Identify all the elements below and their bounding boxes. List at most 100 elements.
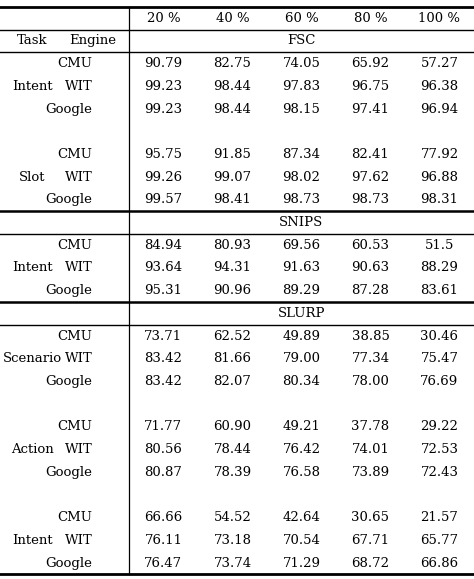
Text: 76.58: 76.58 xyxy=(283,466,320,479)
Text: CMU: CMU xyxy=(57,511,92,524)
Text: SNIPS: SNIPS xyxy=(279,216,324,229)
Text: 76.47: 76.47 xyxy=(145,556,182,570)
Text: 78.44: 78.44 xyxy=(213,443,251,456)
Text: 97.83: 97.83 xyxy=(283,80,320,93)
Text: WIT: WIT xyxy=(64,80,92,93)
Text: 42.64: 42.64 xyxy=(283,511,320,524)
Text: Intent: Intent xyxy=(12,534,53,547)
Text: 82.41: 82.41 xyxy=(352,148,389,161)
Text: 21.57: 21.57 xyxy=(420,511,458,524)
Text: 89.29: 89.29 xyxy=(283,284,320,297)
Text: SLURP: SLURP xyxy=(278,307,325,320)
Text: 96.38: 96.38 xyxy=(420,80,458,93)
Text: 95.31: 95.31 xyxy=(145,284,182,297)
Text: 71.29: 71.29 xyxy=(283,556,320,570)
Text: 98.73: 98.73 xyxy=(351,193,390,206)
Text: 30.46: 30.46 xyxy=(420,329,458,343)
Text: CMU: CMU xyxy=(57,420,92,433)
Text: 90.79: 90.79 xyxy=(145,57,182,70)
Text: 80.87: 80.87 xyxy=(145,466,182,479)
Text: 78.00: 78.00 xyxy=(352,375,390,388)
Text: 80 %: 80 % xyxy=(354,12,387,25)
Text: 83.42: 83.42 xyxy=(145,375,182,388)
Text: 65.77: 65.77 xyxy=(420,534,458,547)
Text: 99.23: 99.23 xyxy=(145,102,182,116)
Text: 76.11: 76.11 xyxy=(145,534,182,547)
Text: 84.94: 84.94 xyxy=(145,239,182,252)
Text: Google: Google xyxy=(46,556,92,570)
Text: 80.93: 80.93 xyxy=(213,239,251,252)
Text: 51.5: 51.5 xyxy=(425,239,454,252)
Text: WIT: WIT xyxy=(64,534,92,547)
Text: 49.89: 49.89 xyxy=(283,329,320,343)
Text: 75.47: 75.47 xyxy=(420,352,458,365)
Text: 70.54: 70.54 xyxy=(283,534,320,547)
Text: Google: Google xyxy=(46,284,92,297)
Text: 20 %: 20 % xyxy=(146,12,180,25)
Text: 99.57: 99.57 xyxy=(145,193,182,206)
Text: 88.29: 88.29 xyxy=(420,262,458,274)
Text: Engine: Engine xyxy=(69,35,116,47)
Text: 98.73: 98.73 xyxy=(283,193,320,206)
Text: 96.88: 96.88 xyxy=(420,171,458,184)
Text: 98.44: 98.44 xyxy=(213,80,251,93)
Text: Google: Google xyxy=(46,375,92,388)
Text: 67.71: 67.71 xyxy=(351,534,390,547)
Text: Slot: Slot xyxy=(19,171,46,184)
Text: 100 %: 100 % xyxy=(419,12,461,25)
Text: 73.18: 73.18 xyxy=(213,534,251,547)
Text: 90.63: 90.63 xyxy=(351,262,390,274)
Text: 66.86: 66.86 xyxy=(420,556,458,570)
Text: 98.44: 98.44 xyxy=(213,102,251,116)
Text: 81.66: 81.66 xyxy=(213,352,251,365)
Text: WIT: WIT xyxy=(64,262,92,274)
Text: 96.94: 96.94 xyxy=(420,102,458,116)
Text: 73.89: 73.89 xyxy=(351,466,390,479)
Text: 78.39: 78.39 xyxy=(213,466,252,479)
Text: 60.90: 60.90 xyxy=(213,420,251,433)
Text: 29.22: 29.22 xyxy=(420,420,458,433)
Text: 99.26: 99.26 xyxy=(145,171,182,184)
Text: 93.64: 93.64 xyxy=(145,262,182,274)
Text: 71.77: 71.77 xyxy=(145,420,182,433)
Text: 99.23: 99.23 xyxy=(145,80,182,93)
Text: 65.92: 65.92 xyxy=(352,57,390,70)
Text: Google: Google xyxy=(46,102,92,116)
Text: CMU: CMU xyxy=(57,148,92,161)
Text: 83.61: 83.61 xyxy=(420,284,458,297)
Text: CMU: CMU xyxy=(57,329,92,343)
Text: Google: Google xyxy=(46,193,92,206)
Text: 95.75: 95.75 xyxy=(145,148,182,161)
Text: 60 %: 60 % xyxy=(284,12,319,25)
Text: Action: Action xyxy=(11,443,54,456)
Text: 82.07: 82.07 xyxy=(213,375,251,388)
Text: 66.66: 66.66 xyxy=(144,511,182,524)
Text: 79.00: 79.00 xyxy=(283,352,320,365)
Text: 91.85: 91.85 xyxy=(213,148,251,161)
Text: 94.31: 94.31 xyxy=(213,262,251,274)
Text: 91.63: 91.63 xyxy=(283,262,320,274)
Text: 99.07: 99.07 xyxy=(213,171,252,184)
Text: 98.02: 98.02 xyxy=(283,171,320,184)
Text: 74.01: 74.01 xyxy=(352,443,390,456)
Text: 80.34: 80.34 xyxy=(283,375,320,388)
Text: 69.56: 69.56 xyxy=(283,239,320,252)
Text: 98.31: 98.31 xyxy=(420,193,458,206)
Text: 87.34: 87.34 xyxy=(283,148,320,161)
Text: 54.52: 54.52 xyxy=(214,511,251,524)
Text: 38.85: 38.85 xyxy=(352,329,390,343)
Text: 40 %: 40 % xyxy=(216,12,249,25)
Text: 77.34: 77.34 xyxy=(351,352,390,365)
Text: Intent: Intent xyxy=(12,262,53,274)
Text: WIT: WIT xyxy=(64,443,92,456)
Text: 83.42: 83.42 xyxy=(145,352,182,365)
Text: 97.41: 97.41 xyxy=(352,102,390,116)
Text: 76.42: 76.42 xyxy=(283,443,320,456)
Text: WIT: WIT xyxy=(64,352,92,365)
Text: 74.05: 74.05 xyxy=(283,57,320,70)
Text: Google: Google xyxy=(46,466,92,479)
Text: Task: Task xyxy=(17,35,47,47)
Text: CMU: CMU xyxy=(57,57,92,70)
Text: 49.21: 49.21 xyxy=(283,420,320,433)
Text: 82.75: 82.75 xyxy=(213,57,251,70)
